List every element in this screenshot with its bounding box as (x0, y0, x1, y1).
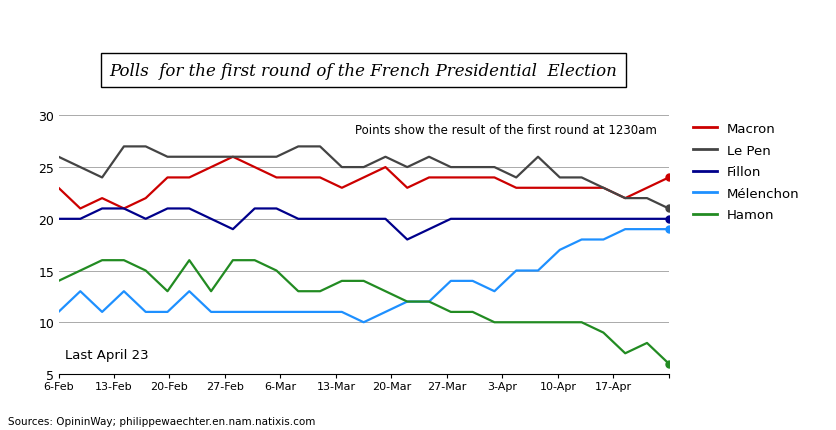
Text: Polls  for the first round of the French Presidential  Election: Polls for the first round of the French … (110, 62, 618, 80)
Text: Points show the result of the first round at 1230am: Points show the result of the first roun… (354, 124, 656, 137)
Text: Last April 23: Last April 23 (64, 348, 148, 361)
Legend: Macron, Le Pen, Fillon, Mélenchon, Hamon: Macron, Le Pen, Fillon, Mélenchon, Hamon (687, 117, 805, 227)
Text: Sources: OpininWay; philippewaechter.en.nam.natixis.com: Sources: OpininWay; philippewaechter.en.… (8, 416, 316, 426)
